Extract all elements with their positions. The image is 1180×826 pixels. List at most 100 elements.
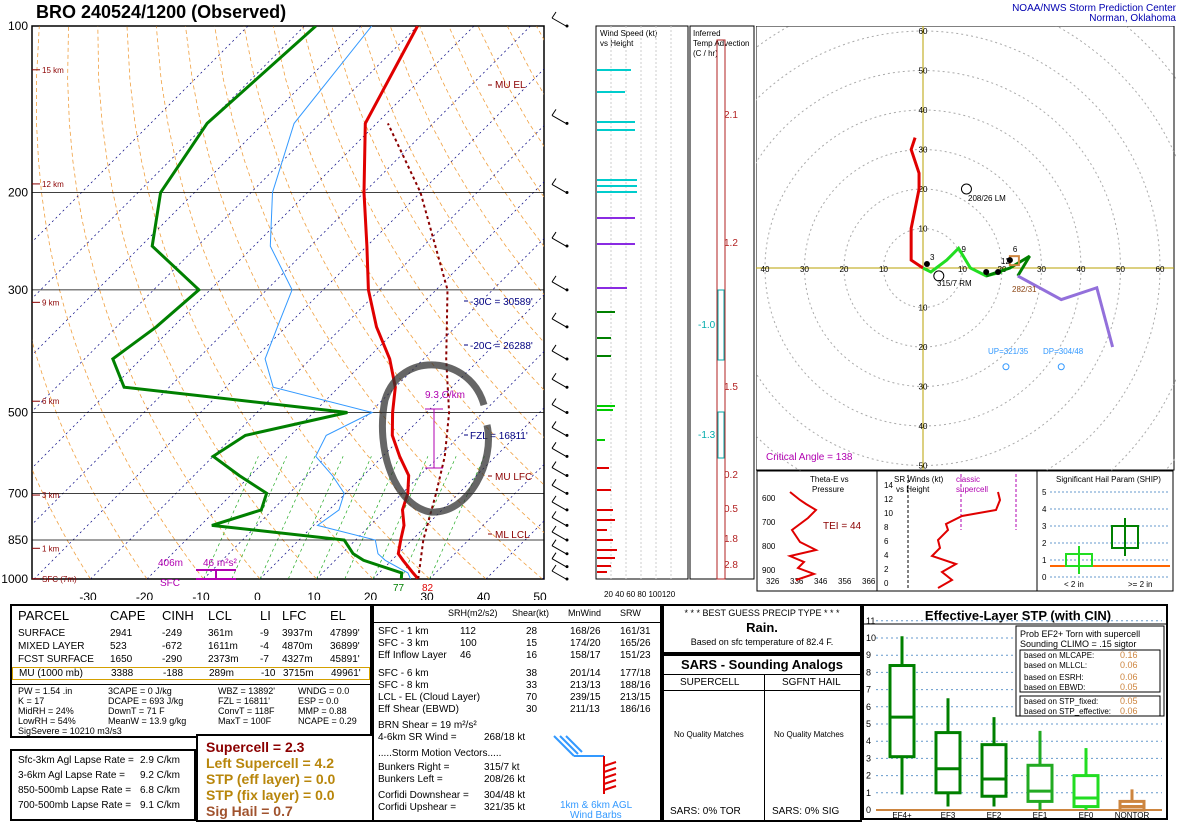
parcel-row[interactable]: MIXED LAYER 523 -672 1611m -4 4870m 36899' [12, 641, 370, 654]
hodograph-ring-label-up: 50 [919, 67, 928, 76]
isotherm [542, 577, 544, 579]
left-mover-marker [960, 183, 972, 195]
parcel-row[interactable]: SURFACE 2941 -249 361m -9 3937m 47899' [12, 628, 370, 641]
temp-advection-value: 1.8 [724, 534, 738, 545]
isotherm [32, 26, 531, 525]
parcel-cell: 523 [110, 641, 127, 652]
dry-adiabat [389, 26, 544, 296]
temp-advection-title: Inferred [693, 29, 721, 38]
hodograph-frame [756, 26, 1175, 471]
stp-y-label: 10 [866, 633, 876, 643]
parcel-cell: -672 [162, 641, 183, 652]
parcel-cell: FCST SURFACE [18, 654, 94, 665]
mixing-ratio-line [372, 456, 429, 579]
isotherm [32, 26, 249, 243]
parcel-cell: MU (1000 mb) [19, 668, 83, 679]
sfc-label: SFC [160, 578, 180, 589]
skewt-frame [31, 25, 545, 580]
stp-category-label: EF2 [987, 811, 1002, 820]
wind-barb-dot [565, 244, 569, 248]
temperature-label: 10 [307, 590, 321, 600]
dry-adiabat [360, 26, 544, 343]
pressure-label: 500 [8, 406, 28, 420]
stp-prob-label: based on ESRH: [1024, 673, 1084, 682]
parcel-header-cell: LCL [208, 608, 232, 623]
pressure-label: 300 [8, 283, 28, 297]
lapse-rate-value: 2.9 C/km [140, 755, 181, 766]
sars-supercell-matches: No Quality Matches [674, 730, 744, 739]
precip-type-box: * * * BEST GUESS PRECIP TYPE * * * Rain.… [662, 604, 862, 654]
storm-motion-barbs [553, 735, 617, 794]
temp-advection-value: 2.1 [724, 110, 738, 121]
temp-advection-value: -1.0 [698, 320, 716, 331]
index-value: ConvT = 118F [218, 706, 275, 716]
lapse-rate-table: Sfc-3km Agl Lapse Rate = 2.9 C/km 3-6km Ag… [10, 749, 196, 821]
wind-barb-feather [551, 552, 557, 559]
wind-barb-feather [551, 442, 557, 449]
hodograph-ring-label-up: 10 [919, 225, 928, 234]
stp-y-label: 6 [866, 702, 871, 712]
kinematics-value: 188/16 [620, 680, 651, 691]
kinematics-value: 100 [460, 638, 477, 649]
stp-prob-label: based on MLLCL: [1024, 661, 1087, 670]
parcel-cell: -249 [162, 628, 183, 639]
wind-speed-frame [595, 25, 689, 580]
theta-e-x-label: 336 [790, 577, 804, 586]
pressure-label: 1000 [1, 572, 28, 586]
barb-1km-flag-1 [553, 735, 575, 757]
ship-frame [1036, 470, 1174, 592]
org-location: Norman, Oklahoma [1089, 13, 1176, 24]
wind-barb-dot [565, 385, 569, 389]
kinematics-layer: SFC - 3 km [378, 638, 429, 649]
parcel-cell: 361m [208, 628, 234, 639]
stp-prob-label: based on STP_fixed: [1024, 697, 1098, 706]
supercell-index: Supercell = 2.3 [206, 739, 305, 755]
wind-barb [551, 17, 567, 27]
wind-barb [551, 531, 567, 541]
storm-motion-value: 304/48 kt [484, 790, 526, 801]
parcel-cell: 1650 [110, 654, 133, 665]
hodograph-x-label: 30 [800, 265, 809, 274]
hodograph-km-label: 9 [962, 245, 967, 254]
ship-panel: Significant Hail Param (SHIP) < 2 in >= … [1036, 470, 1174, 592]
parcel-cell: 2373m [208, 654, 239, 665]
isotherm [429, 464, 544, 579]
parcel-cell: -4 [260, 641, 269, 652]
sr-winds-subtitle: vs Height [896, 485, 930, 494]
hodograph-km-dot [1006, 257, 1013, 264]
wind-barb [551, 558, 567, 568]
temperature-label: 0 [254, 590, 261, 600]
parcel-row[interactable]: FCST SURFACE 1650 -290 2373m -7 4327m 45891' [12, 654, 370, 667]
barb-6km-feather-4 [603, 779, 617, 785]
temp-advection-value: 1.5 [724, 382, 738, 393]
hodograph-km-label: 3 [930, 253, 935, 262]
parcel-cell: 289m [209, 668, 235, 679]
hodograph-ring-label-down: 30 [919, 383, 928, 392]
wind-barb [551, 501, 567, 511]
barb-6km-feather-1 [603, 761, 617, 767]
stp-prob-label: based on MLCAPE: [1024, 651, 1094, 660]
index-value: DCAPE = 693 J/kg [108, 696, 184, 706]
index-value: MeanW = 13.9 g/kg [108, 716, 187, 726]
ship-x2: >= 2 in [1128, 580, 1152, 589]
parcel-row[interactable]: MU (1000 mb) 3388 -188 289m -10 3715m 49961' [12, 667, 370, 680]
sars-sig-pct: SARS: 0% SIG [772, 806, 840, 817]
downshear-label: DP=304/48 [1043, 347, 1084, 356]
storm-motion-label: Corfidi Downshear = [378, 790, 469, 801]
dewpoint-trace [110, 26, 404, 579]
stp-box [1026, 763, 1054, 803]
height-label: 1 km [42, 544, 60, 553]
ship-y-label: 3 [1042, 522, 1047, 531]
wind-barb-dot [565, 565, 569, 569]
parcel-header-cell: CAPE [110, 608, 146, 623]
supercell-note: supercell [956, 485, 988, 494]
wind-barb [551, 467, 567, 476]
index-value: DownT = 71 F [108, 706, 165, 716]
effective-srh-label: 46 m²s² [203, 558, 238, 569]
hodograph-x-label: 40 [1077, 265, 1086, 274]
skewt-diagram: MU EL -30C = 30589' -20C = 26288' FZL = … [1, 11, 569, 600]
hodograph-km-dot [983, 268, 990, 275]
temperature-label: 20 [364, 590, 378, 600]
isotherm [90, 125, 544, 579]
